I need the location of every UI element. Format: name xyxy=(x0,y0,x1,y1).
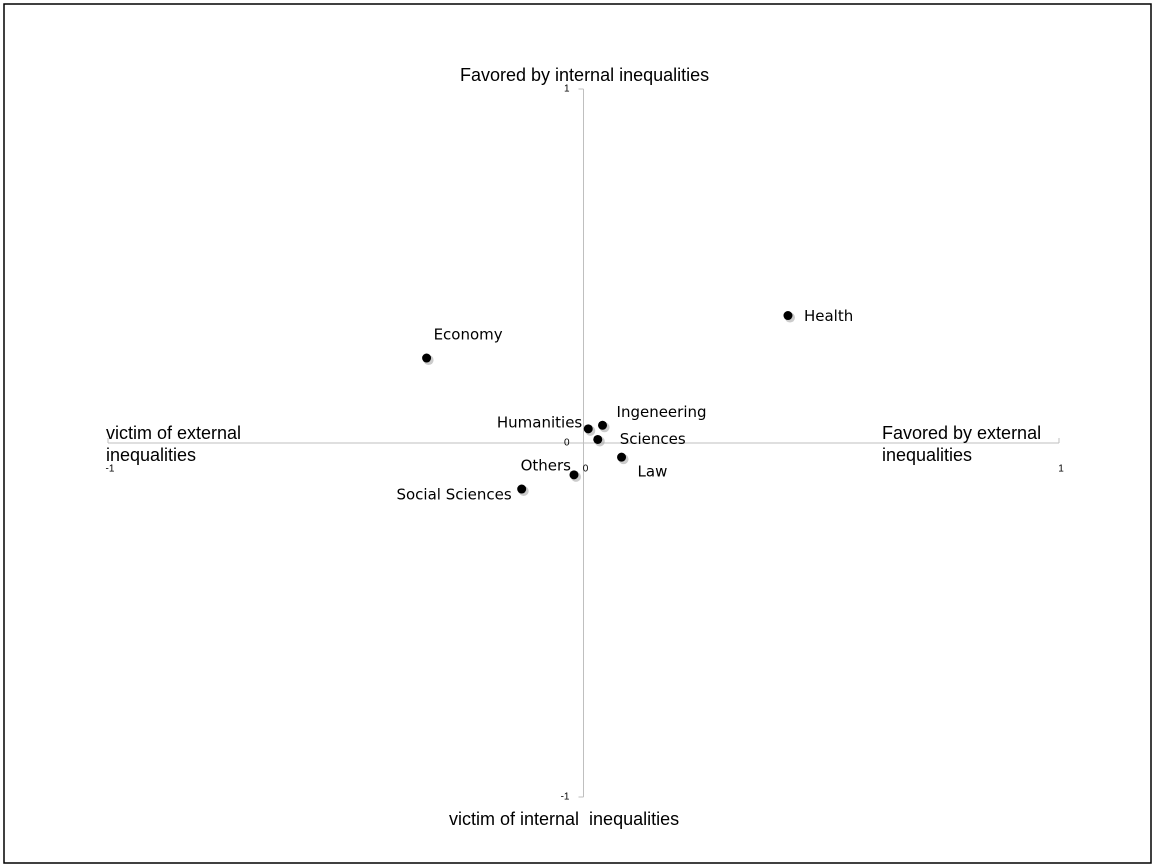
frame xyxy=(3,3,1152,864)
point-label: Economy xyxy=(434,326,503,344)
point-label: Sciences xyxy=(620,430,686,448)
y-axis-title-bottom: victim of internal inequalities xyxy=(449,809,680,829)
marker xyxy=(422,353,432,363)
x-axis-title-left: victim of external inequalities xyxy=(106,423,242,465)
y-tick-label: -1 xyxy=(561,792,570,803)
x-tick-label: -1 xyxy=(106,464,115,475)
point-label: Others xyxy=(521,456,572,474)
marker xyxy=(583,424,593,434)
y-tick-label: 0 xyxy=(564,438,570,449)
x-tick-label: 0 xyxy=(583,464,589,475)
y-tick-label: 1 xyxy=(564,84,570,95)
marker xyxy=(517,484,527,494)
point-label: Humanities xyxy=(497,413,583,431)
x-axis-title-right: Favored by external inequalities xyxy=(882,423,1042,465)
marker xyxy=(593,434,603,444)
marker xyxy=(783,311,793,321)
point-label: Law xyxy=(638,463,668,481)
y-axis-title-top: Favored by internal inequalities xyxy=(460,65,710,85)
point-label: Health xyxy=(804,307,853,325)
marker xyxy=(569,470,579,480)
marker xyxy=(598,420,608,430)
point-label: Social Sciences xyxy=(396,486,511,504)
point-label: Ingeneering xyxy=(617,403,707,421)
x-tick-label: 1 xyxy=(1058,464,1064,475)
marker xyxy=(617,452,627,462)
